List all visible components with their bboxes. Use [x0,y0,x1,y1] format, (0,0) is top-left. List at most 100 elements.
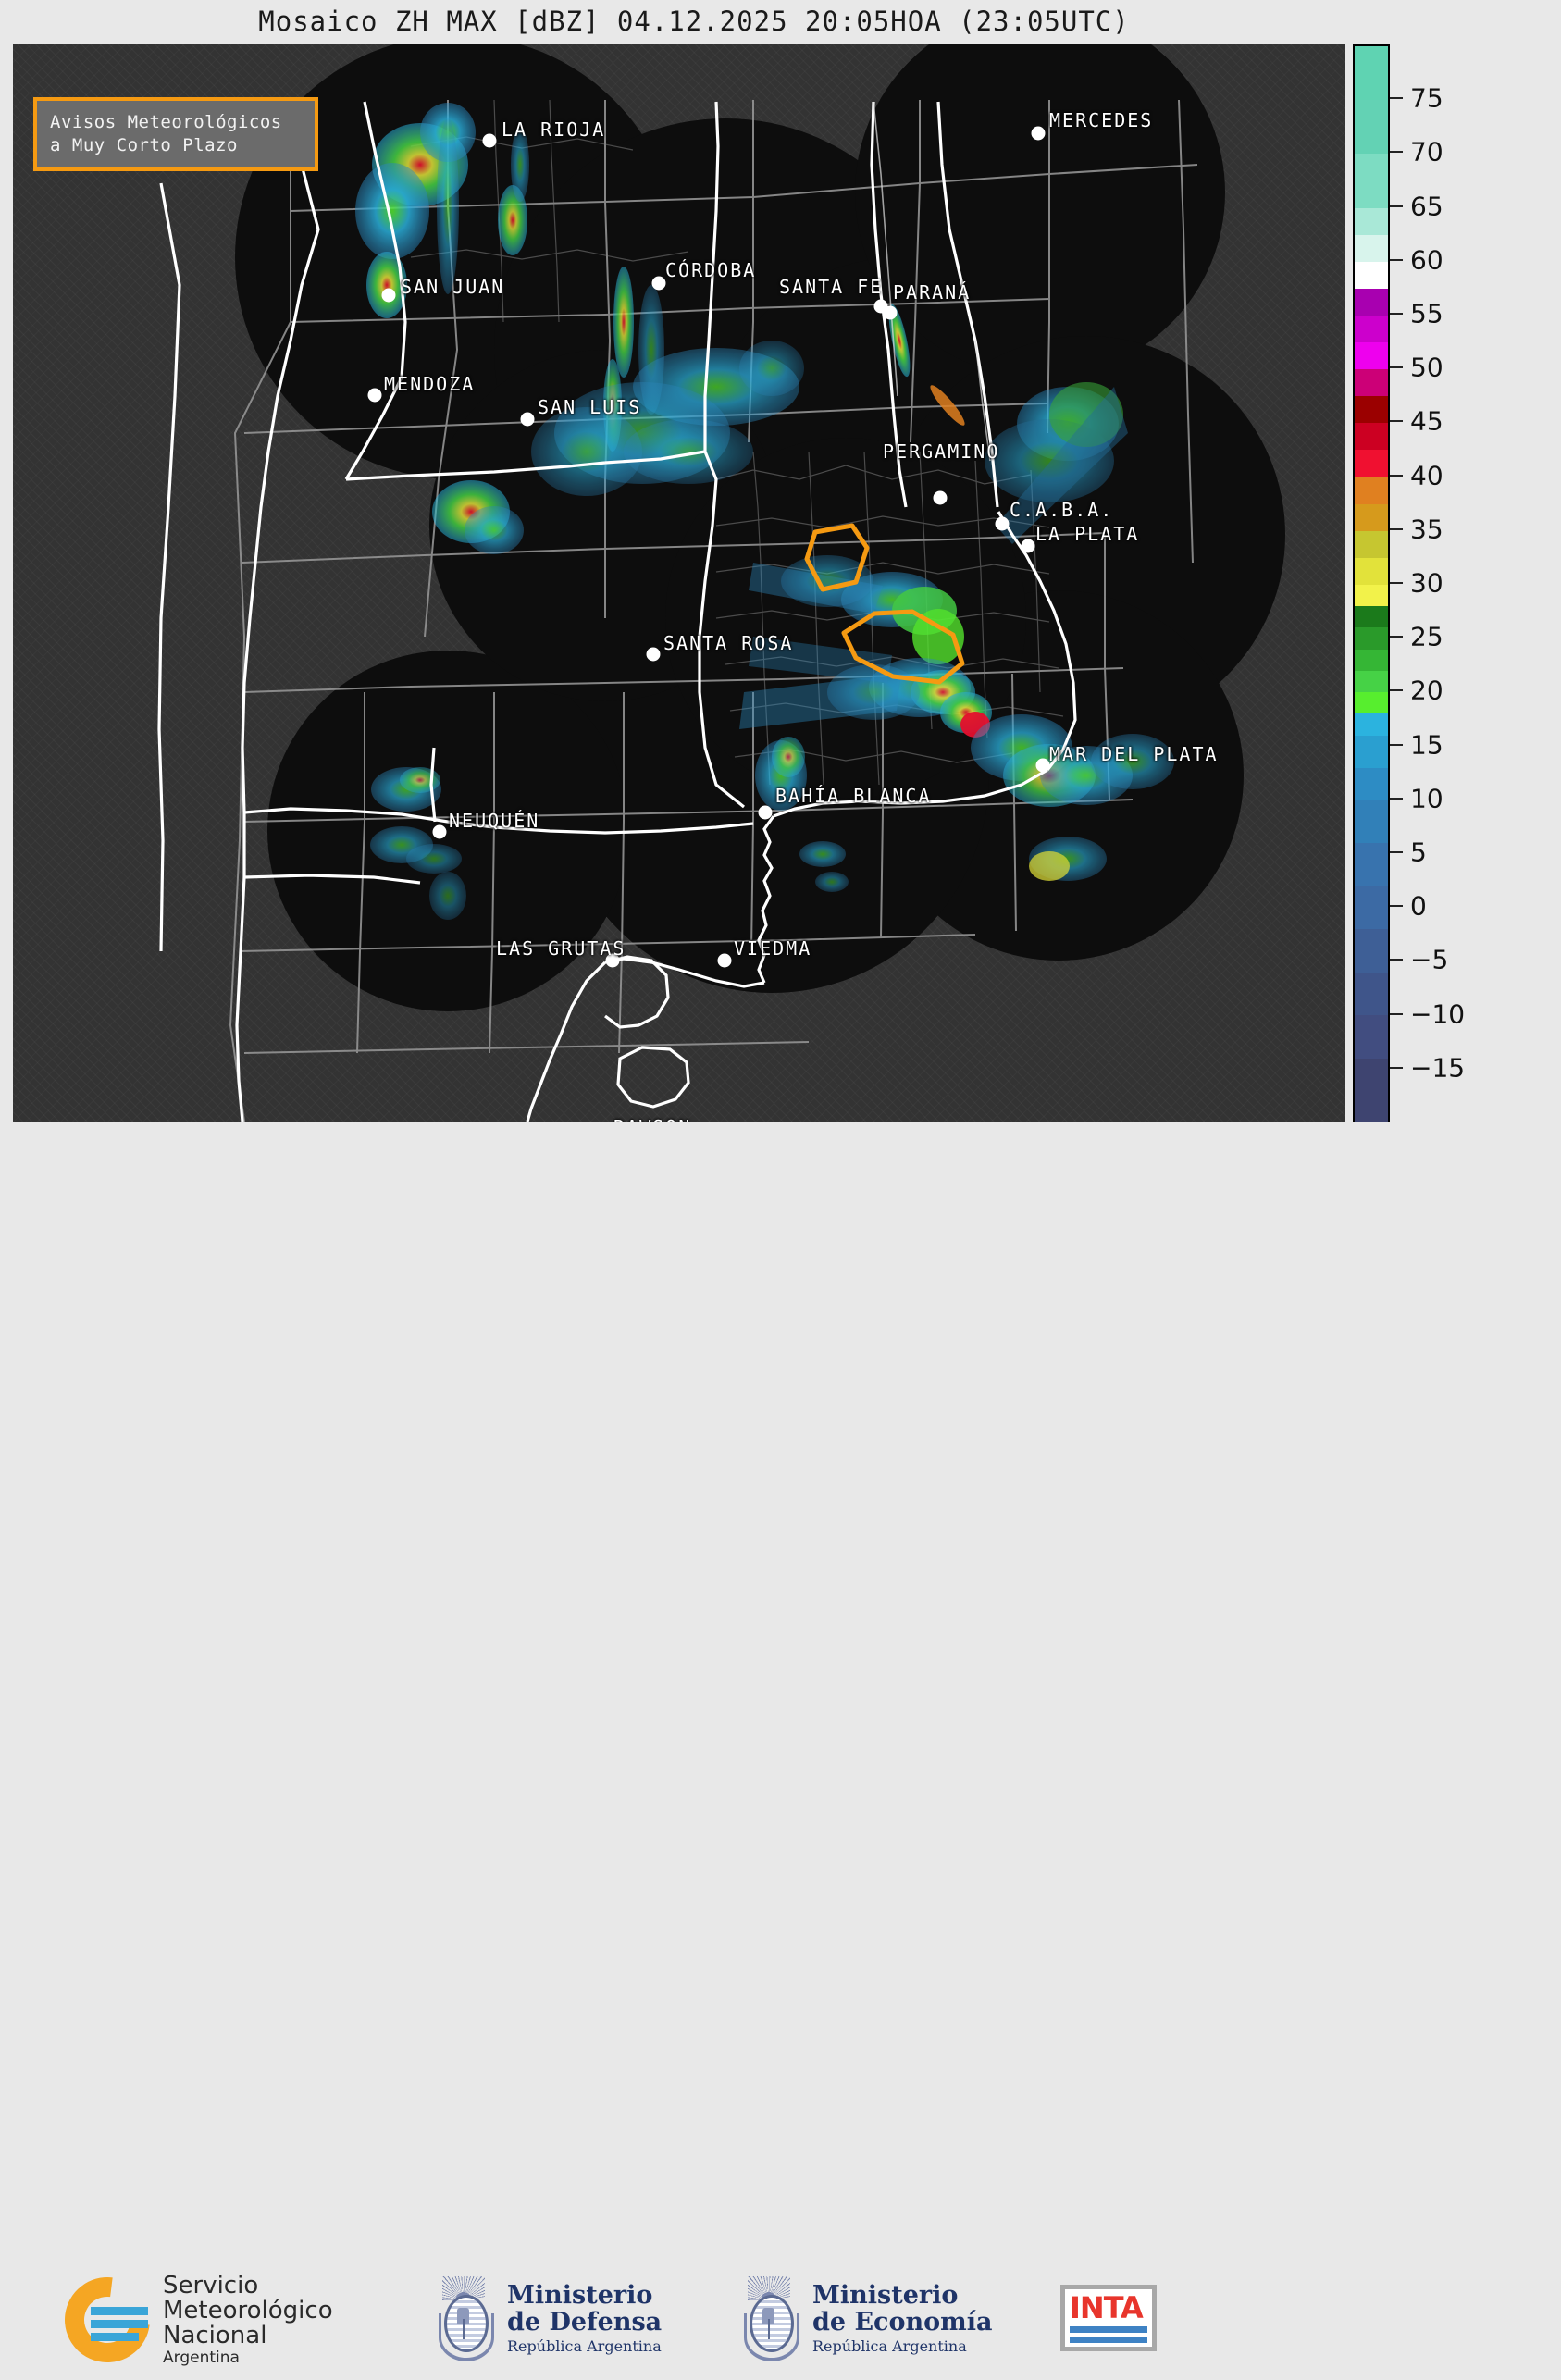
colorbar-segment [1355,843,1388,886]
city-label: PARANÁ [893,281,972,304]
colorbar-segment [1355,369,1388,397]
city-marker-dot[interactable] [432,824,447,839]
city-label: NEUQUÉN [449,810,540,832]
colorbar-segment [1355,735,1388,768]
colorbar-segment [1355,1058,1388,1123]
radar-map-panel[interactable]: Avisos Meteorológicos a Muy Corto Plazo … [13,44,1345,1122]
city-label: VIEDMA [734,937,812,960]
colorbar-segment [1355,584,1388,607]
colorbar-segment [1355,477,1388,504]
colorbar-segment [1355,649,1388,671]
page-title: Mosaico ZH MAX [dBZ] 04.12.2025 20:05HOA… [258,6,1130,37]
colorbar-segment [1355,396,1388,424]
city-marker-dot[interactable] [381,288,396,303]
logo-ministerio-de-economia: Ministerio de Economía República Argenti… [740,2276,992,2361]
city-marker-dot[interactable] [1021,539,1035,553]
colorbar-segment [1355,503,1388,531]
inta-logo-icon: INTA [1060,2285,1157,2351]
colorbar-segment [1355,627,1388,650]
warning-polygon-1 [804,523,870,592]
colorbar-tick [1390,420,1403,423]
smn-line-4: Argentina [163,2349,240,2368]
colorbar-segment [1355,692,1388,714]
city-label: C.A.B.A. [1010,499,1114,521]
city-label: SAN LUIS [538,396,642,418]
colorbar-tick [1390,689,1403,692]
colorbar-tick-label: 65 [1410,191,1443,222]
colorbar-segment [1355,342,1388,370]
colorbar-tick [1390,97,1403,100]
smn-logo-icon [47,2260,167,2380]
city-label: LA PLATA [1035,523,1140,545]
colorbar-tick [1390,1012,1403,1015]
city-marker-dot[interactable] [520,412,535,427]
economia-line-3: República Argentina [812,2337,967,2355]
city-label: CÓRDOBA [665,259,757,281]
colorbar-tick [1390,366,1403,369]
colorbar-segment [1355,972,1388,1016]
colorbar-tick-label: 55 [1410,298,1443,329]
city-marker-dot[interactable] [482,133,497,148]
city-marker-dot[interactable] [367,388,382,403]
colorbar-tick-label: 25 [1410,621,1443,652]
city-label: MENDOZA [384,373,476,395]
colorbar-segment [1355,261,1388,289]
inta-bar-2 [1070,2337,1147,2343]
colorbar-tick [1390,205,1403,207]
city-marker-dot[interactable] [646,647,661,662]
city-label: MERCEDES [1049,109,1154,131]
city-label: RAWSON [613,1116,691,1122]
city-label: SAN JUAN [401,276,505,298]
city-label: LA RIOJA [502,118,606,141]
colorbar-tick [1390,258,1403,261]
city-label: MAR DEL PLATA [1049,743,1219,765]
colorbar-tick [1390,474,1403,477]
colorbar-segment [1355,557,1388,585]
logo-inta: INTA [1060,2285,1157,2351]
colorbar-tick-label: 40 [1410,460,1443,491]
colorbar-tick [1390,743,1403,746]
title-bar: Mosaico ZH MAX [dBZ] 04.12.2025 20:05HOA… [0,0,1561,43]
smn-line-1: Servicio [163,2272,259,2299]
city-marker-dot[interactable] [883,305,898,320]
city-label: PERGAMINO [883,440,1000,463]
city-marker-dot[interactable] [1035,758,1050,773]
city-marker-dot[interactable] [995,516,1010,531]
colorbar-segment [1355,46,1388,101]
colorbar-tick [1390,1066,1403,1069]
colorbar-tick-label: 5 [1410,837,1427,868]
colorbar-tick-label: −15 [1410,1052,1466,1084]
city-label: LAS GRUTAS [496,937,626,960]
city-marker-dot[interactable] [758,805,773,820]
colorbar-tick-label: 35 [1410,514,1443,545]
colorbar-tick [1390,527,1403,530]
colorbar-gradient [1353,44,1390,1123]
warning-polygon-2 [841,609,965,685]
smn-line-2: Meteorológico [163,2296,333,2324]
colorbar: 75 70 65 60 55 50 45 40 35 30 25 20 15 10 5 0 −5 −10 −15 [1353,44,1465,1123]
colorbar-tick [1390,636,1403,638]
colorbar-tick-label: 30 [1410,567,1443,599]
colorbar-segment [1355,423,1388,451]
city-marker-dot[interactable] [605,953,620,968]
inta-bar-1 [1070,2326,1147,2333]
city-marker-dot[interactable] [717,953,732,968]
colorbar-tick [1390,313,1403,315]
colorbar-segment [1355,1015,1388,1059]
city-marker-dot[interactable] [1031,126,1046,141]
warning-polygons [804,523,965,685]
rivers [873,101,991,462]
colorbar-segment [1355,929,1388,973]
defensa-line-1: Ministerio [507,2281,653,2311]
colorbar-tick-label: 15 [1410,729,1443,761]
colorbar-tick-label: 75 [1410,82,1443,114]
logo-ministerio-de-defensa: Ministerio de Defensa República Argentin… [435,2276,662,2361]
colorbar-segment [1355,450,1388,477]
colorbar-tick [1390,151,1403,154]
radar-map-svg [157,44,1285,1122]
argentina-crest-icon [435,2276,494,2361]
colorbar-segment [1355,886,1388,930]
city-marker-dot[interactable] [933,490,948,505]
city-marker-dot[interactable] [651,276,666,291]
colorbar-segment [1355,207,1388,235]
